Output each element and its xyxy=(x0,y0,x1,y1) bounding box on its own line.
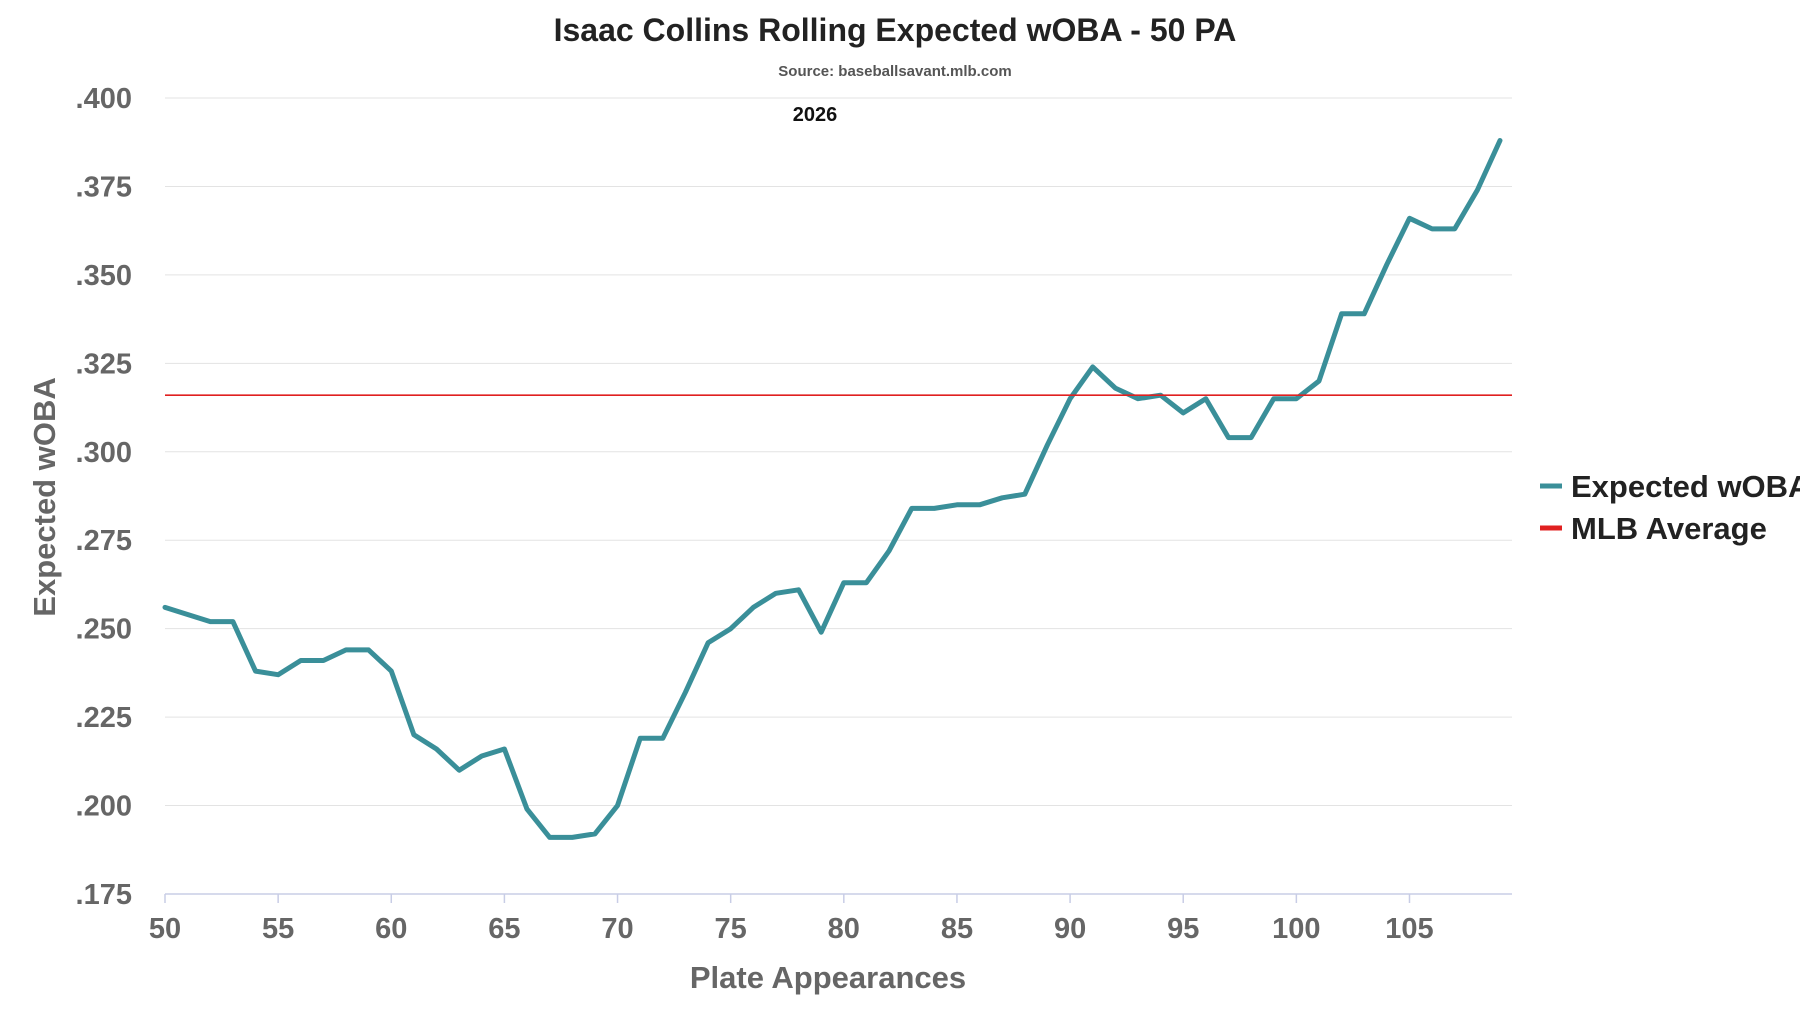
legend: Expected wOBA MLB Average xyxy=(1540,469,1800,546)
y-tick-label: .400 xyxy=(76,83,132,115)
grid-lines xyxy=(165,97,1512,807)
x-axis-ticks: 50 55 60 65 70 75 80 85 90 95 100 105 xyxy=(149,894,1434,945)
y-tick-label: .175 xyxy=(76,879,132,911)
season-label: 2026 xyxy=(793,104,838,126)
expected-woba-line xyxy=(162,138,1503,840)
y-tick-label: .250 xyxy=(76,614,132,646)
y-tick-label: .300 xyxy=(76,437,132,469)
chart-title: Isaac Collins Rolling Expected wOBA - 50… xyxy=(554,12,1237,48)
y-axis-title: Expected wOBA xyxy=(27,377,62,616)
y-tick-label: .375 xyxy=(76,171,132,203)
x-tick-label: 55 xyxy=(262,913,294,945)
x-tick-label: 95 xyxy=(1167,913,1199,945)
x-tick-label: 60 xyxy=(375,913,407,945)
x-tick-label: 65 xyxy=(488,913,520,945)
x-tick-label: 70 xyxy=(601,913,633,945)
y-tick-label: .275 xyxy=(76,525,132,557)
y-tick-label: .325 xyxy=(76,348,132,380)
series-layer xyxy=(162,138,1512,840)
y-tick-label: .225 xyxy=(76,702,132,734)
x-tick-label: 50 xyxy=(149,913,181,945)
x-tick-label: 90 xyxy=(1054,913,1086,945)
y-tick-label: .200 xyxy=(76,791,132,823)
x-tick-label: 75 xyxy=(715,913,747,945)
x-tick-label: 100 xyxy=(1272,913,1320,945)
x-tick-label: 85 xyxy=(941,913,973,945)
chart-subtitle: Source: baseballsavant.mlb.com xyxy=(778,63,1011,80)
x-tick-label: 80 xyxy=(828,913,860,945)
y-axis-ticks: .175 .200 .225 .250 .275 .300 .325 .350 .375 .400 xyxy=(76,83,132,911)
x-axis-title: Plate Appearances xyxy=(690,960,966,995)
legend-entry-label: MLB Average xyxy=(1571,511,1767,546)
legend-entry-label: Expected wOBA xyxy=(1571,469,1800,504)
x-tick-label: 105 xyxy=(1385,913,1433,945)
y-tick-label: .350 xyxy=(76,260,132,292)
